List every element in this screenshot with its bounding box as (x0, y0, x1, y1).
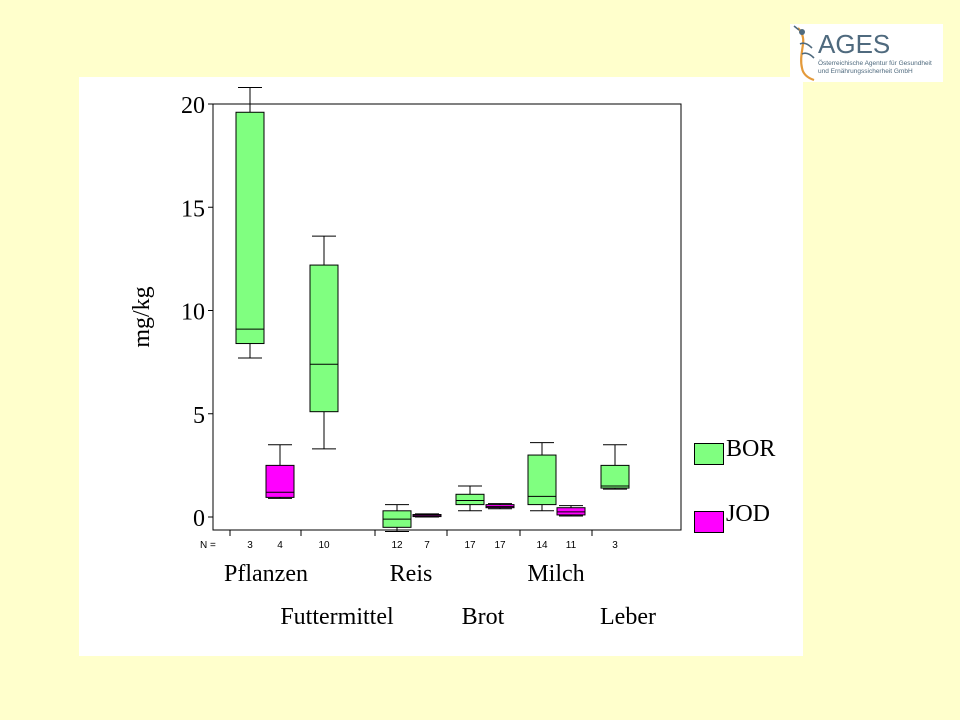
y-axis-label: mg/kg (129, 286, 155, 347)
category-label-reis: Reis (389, 561, 433, 587)
y-tick-label-0: 0 (193, 506, 205, 532)
box-plot: 0 5 10 15 20 mg/kg N = 3 4 10 12 7 17 17 14 11 3 (129, 86, 682, 551)
ages-logo: AGES Österreichische Agentur für Gesundh… (790, 24, 943, 82)
n-label-pflanzen-bor: 3 (247, 540, 253, 551)
n-label-pflanzen-jod: 4 (277, 540, 283, 551)
n-label-milch-jod: 11 (566, 540, 577, 551)
category-label-milch: Milch (527, 561, 585, 587)
category-label-leber: Leber (600, 604, 656, 630)
n-label-leber-bor: 3 (612, 540, 618, 551)
y-tick-label-10: 10 (181, 300, 205, 326)
category-label-futtermittel: Futtermittel (280, 604, 394, 630)
y-tick-label-5: 5 (193, 403, 205, 429)
box-pflanzen-bor (235, 111, 265, 345)
n-label-futtermittel-bor: 10 (318, 540, 330, 551)
category-label-pflanzen: Pflanzen (224, 561, 308, 587)
legend-swatch-jod (694, 511, 724, 533)
legend-label-jod: JOD (726, 501, 771, 527)
legend-label-bor: BOR (726, 436, 776, 462)
n-label-reis-jod: 7 (424, 540, 430, 551)
logo-name: AGES (818, 29, 891, 59)
box-leber-bor (600, 464, 630, 489)
logo-subtitle-2: und Ernährungssicherheit GmbH (818, 68, 913, 75)
ages-figure-icon (793, 25, 815, 82)
box-brot-bor (455, 493, 485, 506)
box-futtermittel-bor (309, 264, 339, 413)
box-milch-bor (527, 454, 557, 506)
category-label-brot: Brot (461, 604, 505, 630)
n-label-brot-jod: 17 (494, 540, 506, 551)
logo-subtitle-1: Österreichische Agentur für Gesundheit (818, 60, 932, 67)
n-label-brot-bor: 17 (464, 540, 476, 551)
y-tick-label-20: 20 (181, 93, 205, 119)
n-prefix-label: N = (200, 540, 216, 551)
n-label-reis-bor: 12 (391, 540, 403, 551)
legend-swatch-bor (694, 443, 724, 465)
y-tick-label-15: 15 (181, 196, 205, 222)
n-label-milch-bor: 14 (536, 540, 548, 551)
chart-panel: 0 5 10 15 20 mg/kg N = 3 4 10 12 7 17 17 14 11 3 Pflanze… (79, 77, 803, 656)
box-brot-jod (485, 504, 515, 509)
box-milch-jod (556, 507, 586, 516)
